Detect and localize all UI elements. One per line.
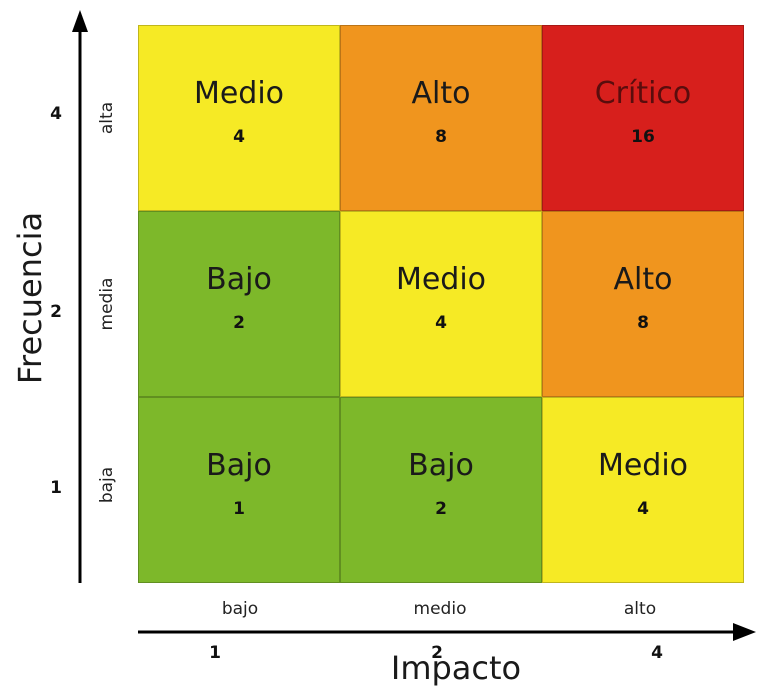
x-category-label: bajo bbox=[221, 599, 259, 619]
risk-level-label: Bajo bbox=[206, 448, 272, 483]
matrix-cell: Bajo 1 bbox=[138, 397, 340, 583]
risk-level-label: Bajo bbox=[408, 448, 474, 483]
matrix-cell: Crítico 16 bbox=[542, 25, 744, 211]
risk-level-label: Alto bbox=[411, 76, 471, 111]
y-value-label: 2 bbox=[50, 302, 62, 322]
x-category-label: alto bbox=[623, 599, 657, 619]
risk-score: 1 bbox=[233, 499, 245, 519]
matrix-cell: Medio 4 bbox=[542, 397, 744, 583]
y-category-label: media bbox=[97, 277, 117, 331]
x-axis-arrowhead bbox=[733, 623, 756, 641]
y-value-label: 4 bbox=[50, 104, 62, 124]
risk-level-label: Alto bbox=[613, 262, 673, 297]
matrix-cell: Medio 4 bbox=[138, 25, 340, 211]
x-value-label: 2 bbox=[431, 643, 443, 663]
risk-score: 4 bbox=[233, 127, 245, 147]
x-axis-title: Impacto bbox=[390, 649, 522, 687]
risk-level-label: Medio bbox=[193, 76, 285, 111]
risk-level-label: Crítico bbox=[594, 76, 692, 111]
matrix-cell: Alto 8 bbox=[340, 25, 542, 211]
risk-score: 2 bbox=[233, 313, 245, 333]
x-category-label: medio bbox=[413, 599, 467, 619]
y-axis-title: Frecuencia bbox=[11, 211, 49, 385]
risk-level-label: Medio bbox=[395, 262, 487, 297]
y-category-label: alta bbox=[97, 101, 117, 135]
risk-score: 4 bbox=[435, 313, 447, 333]
risk-score: 16 bbox=[631, 127, 655, 147]
matrix-cell: Alto 8 bbox=[542, 211, 744, 397]
matrix-cell: Bajo 2 bbox=[340, 397, 542, 583]
risk-score: 8 bbox=[435, 127, 447, 147]
x-value-label: 4 bbox=[651, 643, 663, 663]
risk-score: 4 bbox=[637, 499, 649, 519]
matrix-cell: Medio 4 bbox=[340, 211, 542, 397]
x-value-label: 1 bbox=[209, 643, 221, 663]
y-value-label: 1 bbox=[50, 478, 62, 498]
risk-score: 2 bbox=[435, 499, 447, 519]
risk-level-label: Medio bbox=[597, 448, 689, 483]
y-category-label: baja bbox=[97, 466, 117, 504]
risk-matrix: Medio 4 Alto 8 Crítico 16 Bajo 2 Medio 4… bbox=[138, 25, 744, 583]
y-axis-arrowhead bbox=[72, 10, 88, 32]
matrix-cell: Bajo 2 bbox=[138, 211, 340, 397]
risk-score: 8 bbox=[637, 313, 649, 333]
risk-level-label: Bajo bbox=[206, 262, 272, 297]
